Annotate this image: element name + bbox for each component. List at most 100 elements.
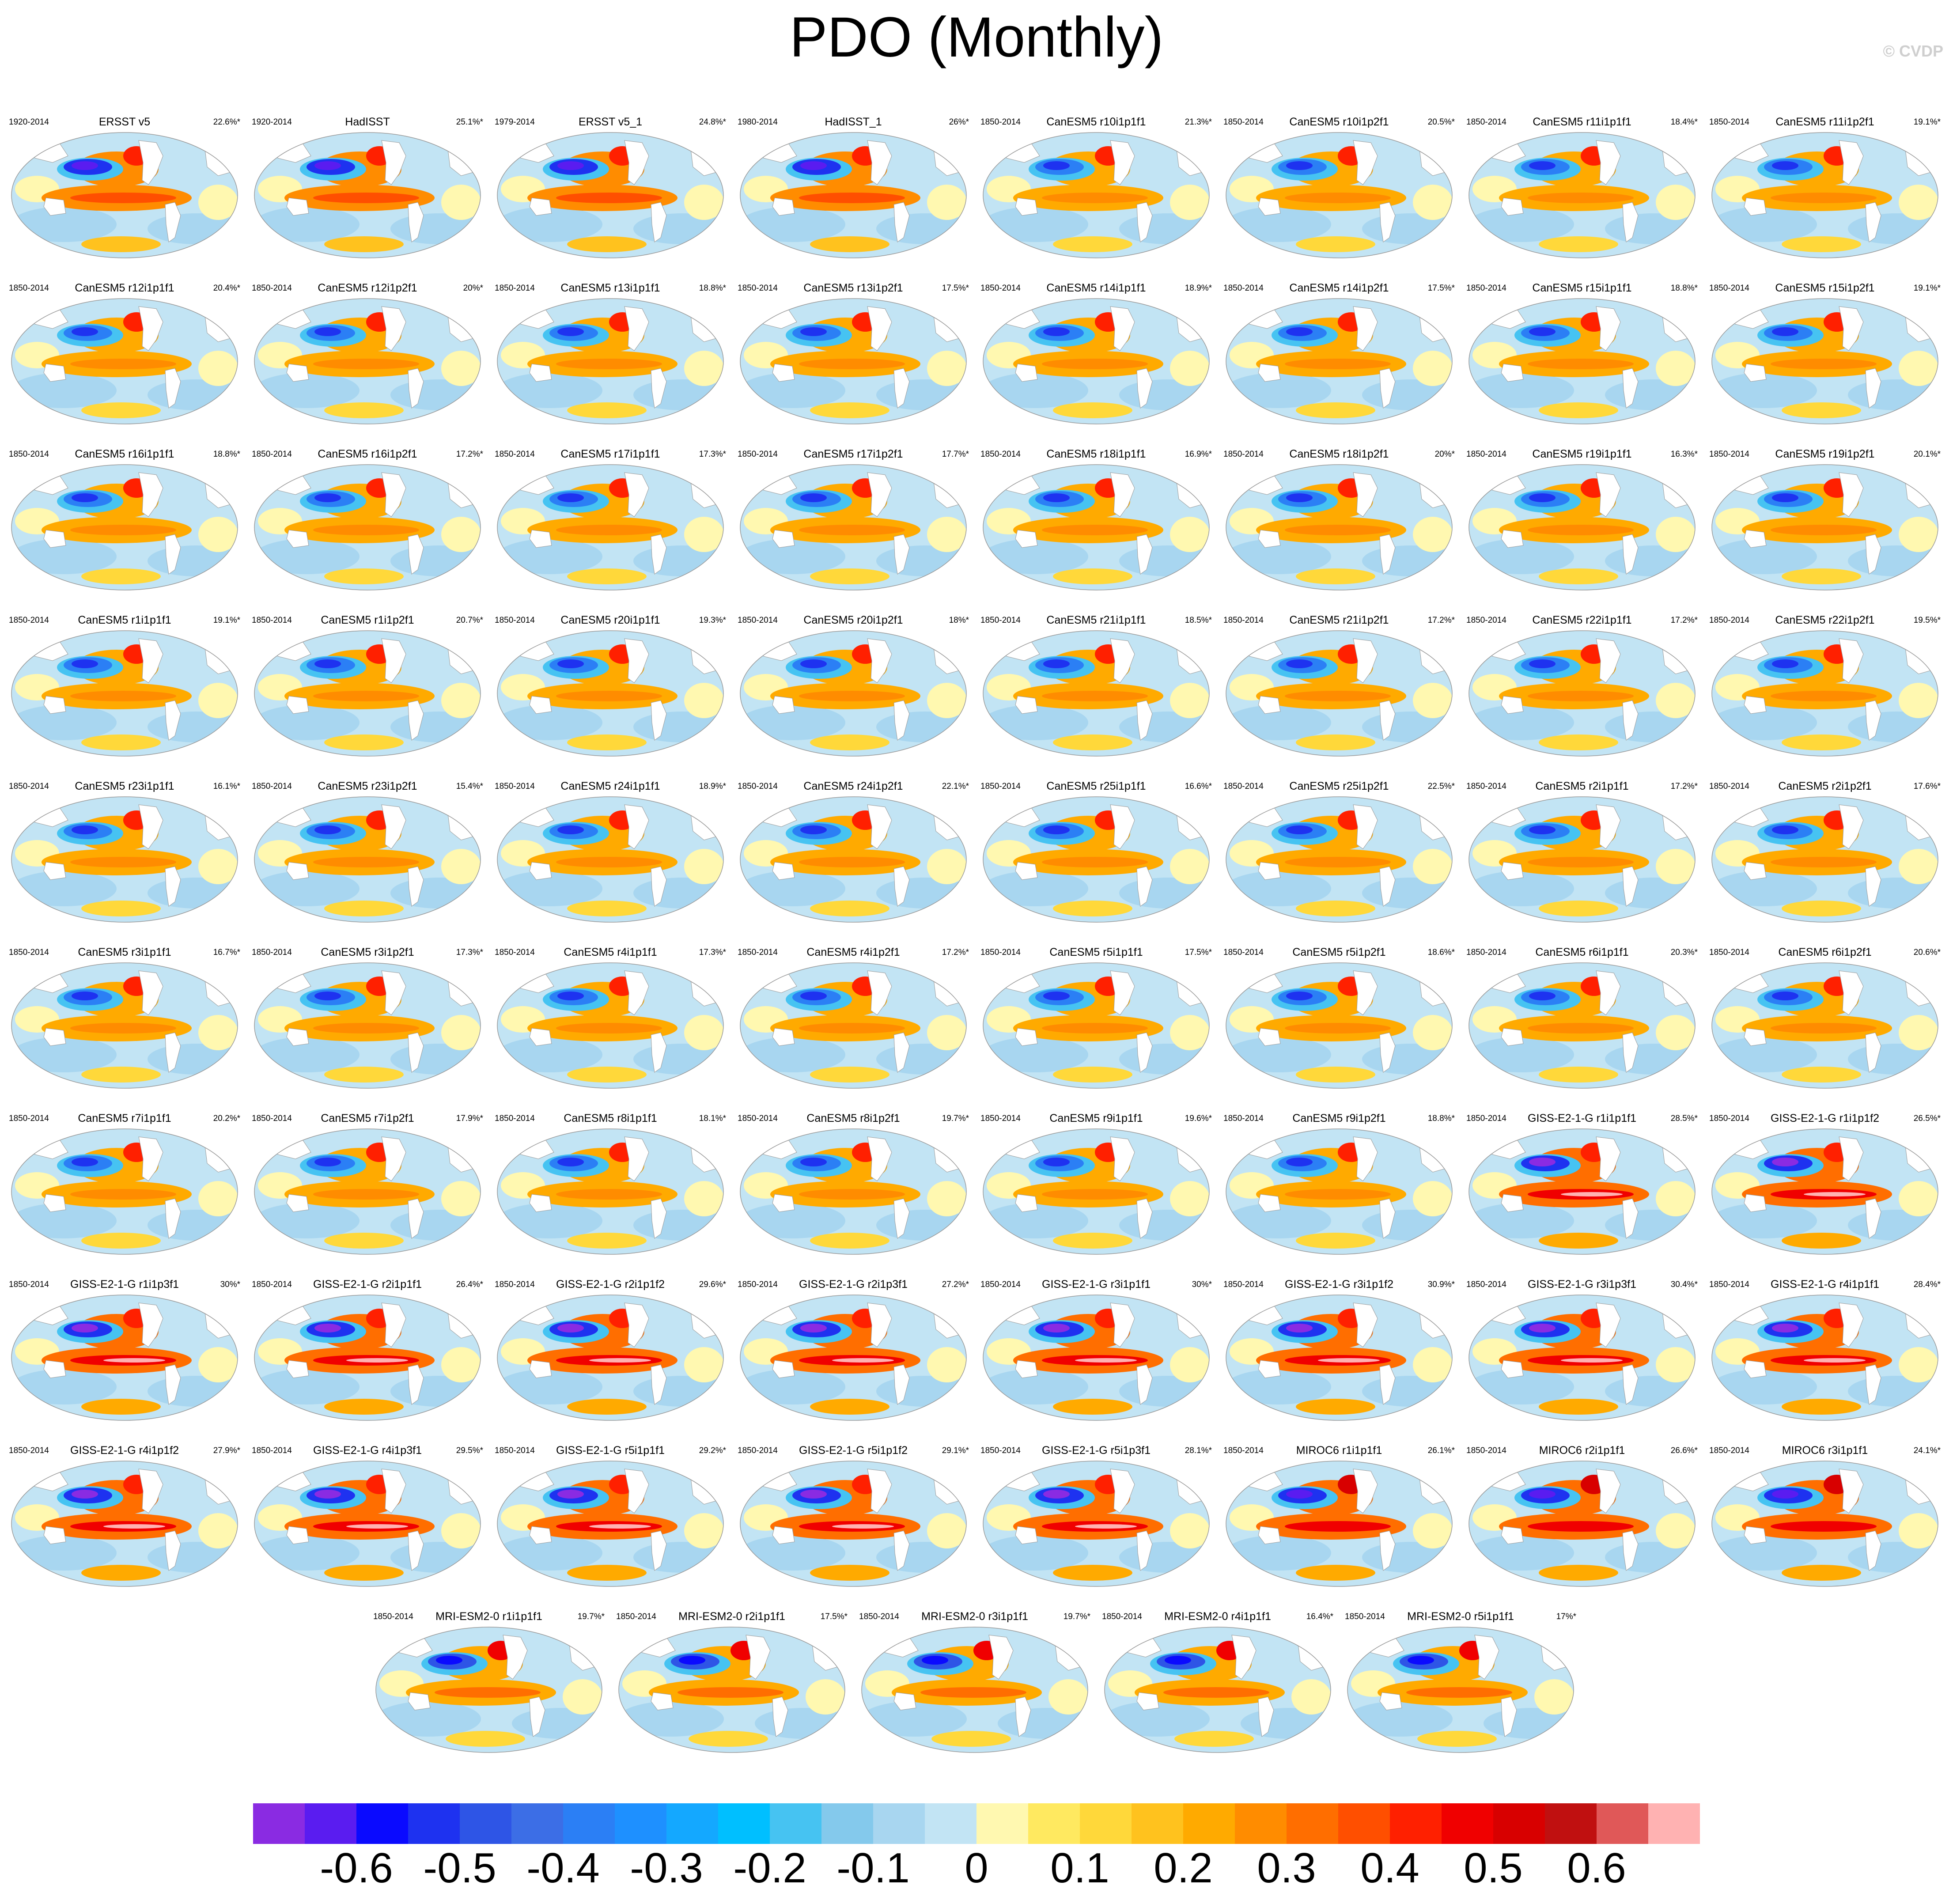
pdo-pattern-map xyxy=(983,1295,1210,1421)
colorbar-tick-label: 0 xyxy=(965,1844,988,1892)
colorbar-tick-label: 0.2 xyxy=(1154,1844,1213,1892)
panel-title: MIROC6 r2i1p1f1 xyxy=(1539,1444,1625,1457)
panel-title: CanESM5 r13i1p1f1 xyxy=(560,282,660,294)
colorbar-swatch xyxy=(873,1803,925,1844)
panel-years: 1980-2014 xyxy=(738,117,778,127)
panel-title: CanESM5 r22i1p2f1 xyxy=(1775,614,1875,626)
map-panel: 1850-2014 GISS-E2-1-G r5i1p1f1 29.2%* xyxy=(491,1444,730,1589)
panel-variance-percent: 18.8%* xyxy=(213,450,240,459)
panel-variance-percent: 27.9%* xyxy=(213,1446,240,1455)
pdo-pattern-map xyxy=(254,1295,481,1421)
panel-variance-percent: 28.5%* xyxy=(1670,1114,1698,1123)
map-panel: 1850-2014 CanESM5 r19i1p1f1 16.3%* xyxy=(1463,448,1701,593)
panel-variance-percent: 30.4%* xyxy=(1670,1280,1698,1289)
map-panel: 1850-2014 CanESM5 r24i1p2f1 22.1%* xyxy=(734,780,973,925)
pdo-pattern-map xyxy=(1347,1627,1574,1753)
panel-years: 1850-2014 xyxy=(980,948,1021,957)
panel-title: ERSST v5 xyxy=(98,116,151,128)
map-panel: 1850-2014 CanESM5 r24i1p1f1 18.9%* xyxy=(491,780,730,925)
pdo-pattern-map xyxy=(254,298,481,424)
panel-years: 1850-2014 xyxy=(738,284,778,293)
pdo-pattern-map xyxy=(1226,132,1453,258)
panel-title: CanESM5 r7i1p2f1 xyxy=(321,1112,414,1124)
pdo-pattern-map xyxy=(11,962,238,1089)
panel-years: 1850-2014 xyxy=(1223,1446,1264,1455)
panel-years: 1850-2014 xyxy=(859,1612,899,1621)
pdo-pattern-map xyxy=(861,1627,1088,1753)
map-panel: 1850-2014 MIROC6 r3i1p1f1 24.1%* xyxy=(1706,1444,1944,1589)
map-panel: 1850-2014 CanESM5 r19i1p2f1 20.1%* xyxy=(1706,448,1944,593)
panel-variance-percent: 19.1%* xyxy=(1913,117,1941,127)
pdo-pattern-map xyxy=(1711,796,1938,923)
panel-years: 1850-2014 xyxy=(1709,1446,1749,1455)
map-panel: 1850-2014 CanESM5 r20i1p1f1 19.3%* xyxy=(491,614,730,759)
pdo-pattern-map xyxy=(1711,1461,1938,1587)
panel-years: 1850-2014 xyxy=(1223,616,1264,625)
map-panel: 1850-2014 CanESM5 r4i1p2f1 17.2%* xyxy=(734,946,973,1091)
panel-variance-percent: 17.3%* xyxy=(456,948,483,957)
colorbar-swatch xyxy=(305,1803,357,1844)
map-panel: 1850-2014 CanESM5 r21i1p2f1 17.2%* xyxy=(1220,614,1458,759)
panel-title: MRI-ESM2-0 r5i1p1f1 xyxy=(1407,1610,1514,1623)
pdo-pattern-map xyxy=(740,1461,967,1587)
panel-title: CanESM5 r2i1p2f1 xyxy=(1778,780,1872,792)
panel-title: CanESM5 r14i1p1f1 xyxy=(1046,282,1146,294)
colorbar-swatch xyxy=(1132,1803,1184,1844)
pdo-pattern-map xyxy=(983,132,1210,258)
colorbar-swatch xyxy=(821,1803,874,1844)
panel-title: CanESM5 r2i1p1f1 xyxy=(1535,780,1629,792)
map-panel: 1850-2014 CanESM5 r11i1p1f1 18.4%* xyxy=(1463,116,1701,261)
panel-years: 1850-2014 xyxy=(252,948,292,957)
pdo-pattern-map xyxy=(983,630,1210,757)
colorbar-swatch xyxy=(460,1803,512,1844)
panel-years: 1850-2014 xyxy=(980,284,1021,293)
panel-years: 1850-2014 xyxy=(738,1446,778,1455)
panel-years: 1850-2014 xyxy=(1223,782,1264,791)
map-panel: 1980-2014 HadISST_1 26%* xyxy=(734,116,973,261)
colorbar-tick-label: 0.5 xyxy=(1464,1844,1523,1892)
panel-title: GISS-E2-1-G r4i1p1f1 xyxy=(1771,1278,1879,1291)
panel-title: CanESM5 r10i1p2f1 xyxy=(1289,116,1389,128)
map-panel: 1850-2014 CanESM5 r18i1p1f1 16.9%* xyxy=(977,448,1215,593)
panel-variance-percent: 18.4%* xyxy=(1670,117,1698,127)
panel-variance-percent: 17.6%* xyxy=(1913,782,1941,791)
colorbar-swatch xyxy=(718,1803,770,1844)
pdo-pattern-map xyxy=(1469,132,1696,258)
panel-variance-percent: 17.5%* xyxy=(820,1612,848,1621)
panel-variance-percent: 17.5%* xyxy=(942,284,969,293)
panel-title: CanESM5 r20i1p1f1 xyxy=(560,614,660,626)
colorbar-tick-label: 0.4 xyxy=(1360,1844,1419,1892)
pdo-pattern-map xyxy=(1104,1627,1331,1753)
panel-variance-percent: 29.6%* xyxy=(699,1280,726,1289)
pdo-pattern-map xyxy=(1226,796,1453,923)
panel-years: 1850-2014 xyxy=(252,1114,292,1123)
pdo-pattern-map xyxy=(11,1295,238,1421)
panel-title: CanESM5 r1i1p1f1 xyxy=(78,614,171,626)
map-panel: 1850-2014 CanESM5 r14i1p1f1 18.9%* xyxy=(977,282,1215,427)
panel-variance-percent: 20.1%* xyxy=(1913,450,1941,459)
panel-variance-percent: 19.7%* xyxy=(1063,1612,1090,1621)
panel-years: 1850-2014 xyxy=(1466,284,1506,293)
colorbar-swatch xyxy=(1080,1803,1132,1844)
colorbar-swatch xyxy=(408,1803,460,1844)
panel-years: 1850-2014 xyxy=(1223,450,1264,459)
panel-years: 1850-2014 xyxy=(9,1446,49,1455)
map-panel: 1850-2014 CanESM5 r25i1p2f1 22.5%* xyxy=(1220,780,1458,925)
panel-variance-percent: 22.6%* xyxy=(213,117,240,127)
pdo-pattern-map xyxy=(11,298,238,424)
panel-years: 1850-2014 xyxy=(9,948,49,957)
panel-title: GISS-E2-1-G r2i1p1f2 xyxy=(556,1278,665,1291)
panel-title: GISS-E2-1-G r1i1p3f1 xyxy=(70,1278,179,1291)
panel-title: CanESM5 r7i1p1f1 xyxy=(78,1112,171,1124)
colorbar-swatch xyxy=(1287,1803,1339,1844)
panel-years: 1850-2014 xyxy=(1466,117,1506,127)
panel-variance-percent: 16.1%* xyxy=(213,782,240,791)
colorbar xyxy=(253,1803,1700,1844)
map-panel: 1850-2014 GISS-E2-1-G r1i1p1f1 28.5%* xyxy=(1463,1112,1701,1257)
pdo-pattern-map xyxy=(254,962,481,1089)
panel-years: 1850-2014 xyxy=(1709,450,1749,459)
colorbar-swatch xyxy=(1235,1803,1287,1844)
panel-years: 1850-2014 xyxy=(1709,284,1749,293)
panel-title: CanESM5 r3i1p1f1 xyxy=(78,946,171,958)
colorbar-swatch xyxy=(1545,1803,1597,1844)
